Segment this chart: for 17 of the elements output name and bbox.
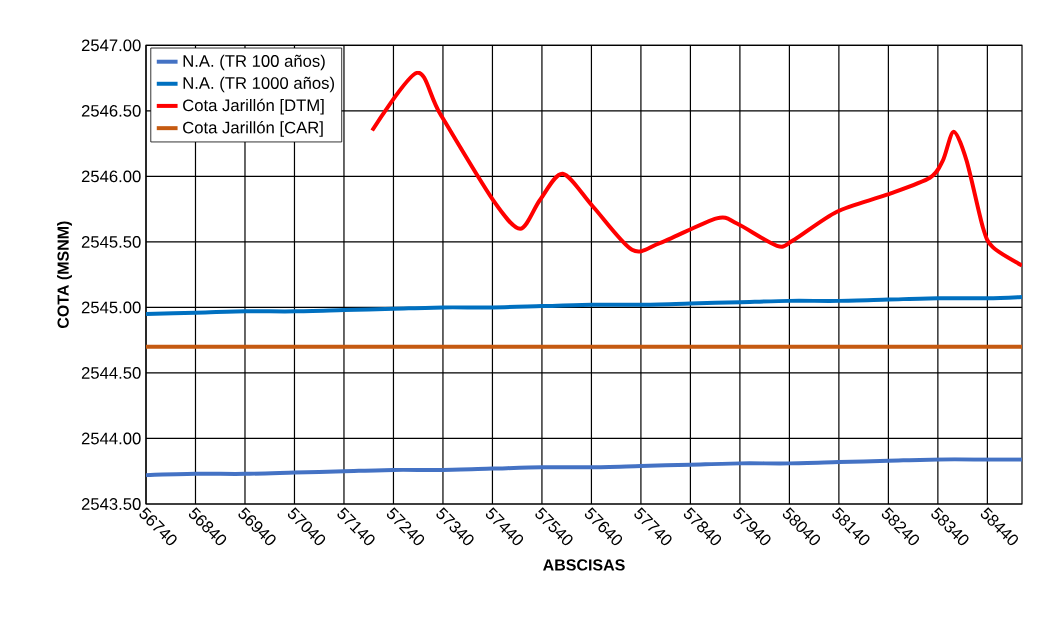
y-tick-label: 2546.00 [81, 170, 141, 183]
y-tick-label: 2544.50 [81, 366, 141, 379]
line-series [370, 70, 1023, 268]
legend-label: Cota Jarillón [CAR] [183, 120, 323, 137]
legend-label: N.A. (TR 100 años) [183, 54, 325, 71]
y-tick-label: 2546.50 [81, 104, 141, 117]
y-tick-label: 2545.50 [81, 235, 141, 248]
y-tick-label: 2547.00 [81, 39, 141, 52]
y-tick-label: 2543.50 [81, 497, 141, 510]
legend-label: N.A. (TR 1000 años) [183, 76, 334, 93]
line-series [146, 294, 1023, 316]
line-series [146, 457, 1023, 478]
y-tick-label: 2545.00 [81, 301, 141, 314]
legend-label: Cota Jarillón [DTM] [183, 98, 324, 115]
y-tick-label: 2544.00 [81, 432, 141, 445]
x-axis-title: ABSCISAS [543, 559, 625, 571]
y-axis-title: COTA (MSNM) [57, 221, 72, 328]
